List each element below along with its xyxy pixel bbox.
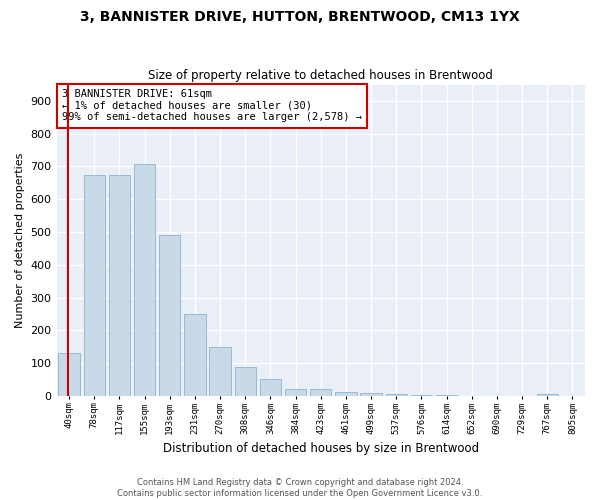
Bar	[58, 354, 80, 396]
Bar	[386, 394, 407, 396]
Bar	[310, 390, 331, 396]
Bar	[260, 380, 281, 396]
Bar	[361, 392, 382, 396]
X-axis label: Distribution of detached houses by size in Brentwood: Distribution of detached houses by size …	[163, 442, 479, 455]
Bar	[109, 174, 130, 396]
Bar	[184, 314, 206, 396]
Text: 3, BANNISTER DRIVE, HUTTON, BRENTWOOD, CM13 1YX: 3, BANNISTER DRIVE, HUTTON, BRENTWOOD, C…	[80, 10, 520, 24]
Bar	[159, 234, 181, 396]
Text: 3 BANNISTER DRIVE: 61sqm
← 1% of detached houses are smaller (30)
99% of semi-de: 3 BANNISTER DRIVE: 61sqm ← 1% of detache…	[62, 89, 362, 122]
Y-axis label: Number of detached properties: Number of detached properties	[15, 152, 25, 328]
Bar	[436, 395, 457, 396]
Bar	[83, 174, 105, 396]
Bar	[411, 395, 432, 396]
Bar	[335, 392, 356, 396]
Bar	[536, 394, 558, 396]
Title: Size of property relative to detached houses in Brentwood: Size of property relative to detached ho…	[148, 69, 493, 82]
Text: Contains HM Land Registry data © Crown copyright and database right 2024.
Contai: Contains HM Land Registry data © Crown c…	[118, 478, 482, 498]
Bar	[209, 348, 231, 396]
Bar	[235, 367, 256, 396]
Bar	[134, 164, 155, 396]
Bar	[285, 388, 307, 396]
